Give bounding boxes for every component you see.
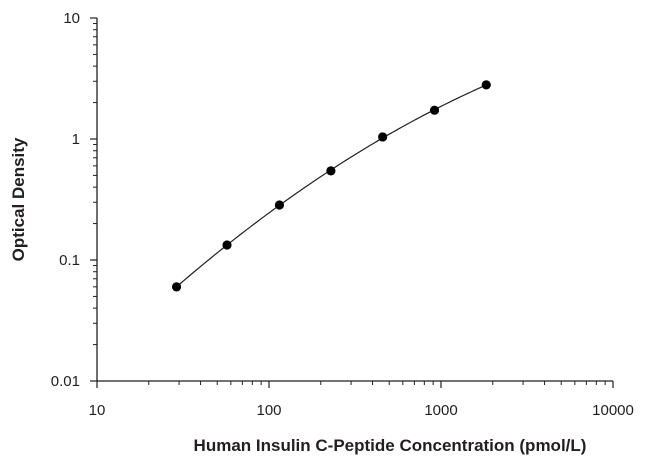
data-point bbox=[326, 166, 336, 176]
x-tick-label: 1000 bbox=[424, 402, 457, 419]
fit-curve bbox=[176, 84, 487, 288]
axes bbox=[96, 18, 613, 382]
tick-labels: 10 100 1000 10000 0.01 0.1 1 10 bbox=[51, 10, 634, 419]
ticks bbox=[90, 17, 614, 388]
data-point bbox=[171, 282, 182, 292]
data-point bbox=[222, 240, 232, 250]
x-tick-label: 10 bbox=[89, 402, 106, 419]
x-tick-label: 100 bbox=[256, 402, 281, 419]
data-points bbox=[171, 80, 491, 292]
data-point bbox=[274, 200, 285, 210]
data-point bbox=[481, 80, 491, 90]
data-point bbox=[378, 132, 388, 142]
y-tick-label: 10 bbox=[63, 10, 80, 27]
y-tick-label: 0.01 bbox=[51, 373, 80, 390]
data-point bbox=[429, 105, 440, 115]
y-tick-label: 1 bbox=[72, 131, 80, 148]
y-axis-title: Optical Density bbox=[9, 137, 28, 261]
y-tick-label: 0.1 bbox=[59, 252, 80, 269]
x-tick-label: 10000 bbox=[592, 402, 634, 419]
x-axis-title: Human Insulin C-Peptide Concentration (p… bbox=[194, 436, 587, 455]
